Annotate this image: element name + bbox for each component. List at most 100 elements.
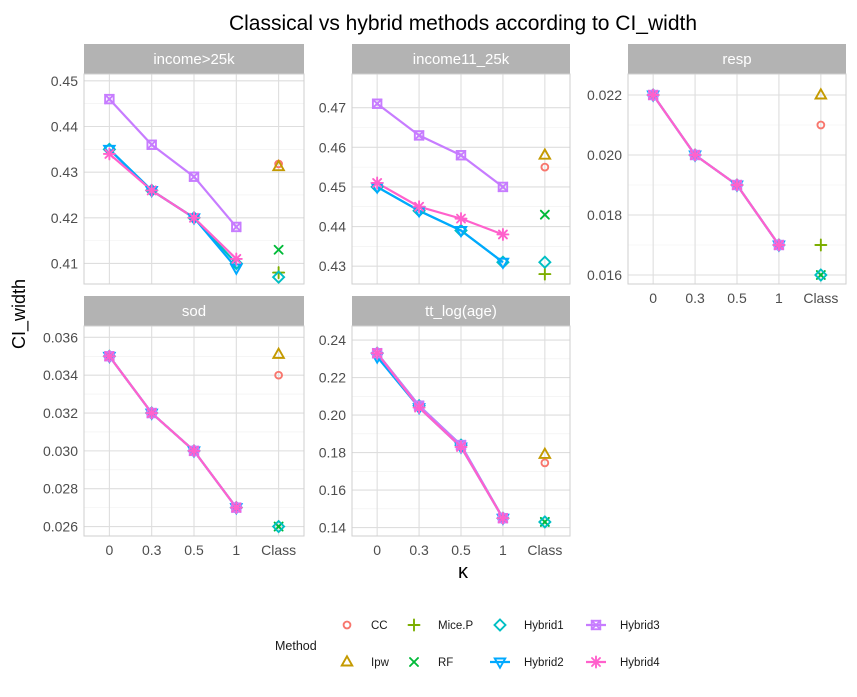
x-tick-label: 1 (232, 542, 240, 558)
legend-item-hybrid2: Hybrid2 (490, 657, 564, 670)
y-tick-label: 0.45 (319, 179, 346, 195)
data-point-hybrid4 (412, 200, 426, 214)
legend-key-mice-p (407, 618, 421, 632)
y-tick-label: 0.14 (319, 520, 346, 536)
data-point-rf (539, 209, 550, 220)
legend-key-hybrid1 (493, 618, 507, 632)
data-point-hybrid4 (772, 238, 786, 252)
y-tick-label: 0.44 (319, 219, 346, 235)
legend-key-cc (342, 620, 352, 630)
data-point-hybrid4 (454, 212, 468, 226)
series-line-hybrid4 (108, 355, 238, 509)
data-point-hybrid4 (102, 147, 116, 161)
legend-label: CC (371, 620, 388, 632)
data-point-hybrid1 (814, 268, 828, 282)
legend-item-hybrid1: Hybrid1 (493, 618, 564, 632)
data-point-hybrid4 (145, 183, 159, 197)
data-point-hybrid3 (371, 98, 383, 109)
series-line-hybrid4 (376, 182, 504, 236)
panel-border (83, 325, 305, 537)
y-tick-label: 0.020 (587, 147, 622, 163)
strip-income-25k (84, 44, 304, 74)
data-point-cc (540, 162, 550, 172)
series-line-hybrid2 (376, 185, 504, 264)
legend-key-rf (409, 657, 419, 667)
y-tick-label: 0.16 (319, 482, 346, 498)
data-point-hybrid2 (454, 226, 468, 239)
legend-item-hybrid3: Hybrid3 (586, 619, 660, 632)
data-point-hybrid1 (538, 255, 552, 270)
y-tick-label: 0.022 (587, 87, 622, 103)
strip-sod (84, 296, 304, 326)
y-tick-label: 0.42 (51, 210, 78, 226)
legend-label: Mice.P (438, 620, 473, 632)
x-tick-label: 0.5 (451, 542, 471, 558)
x-axis-label: κ (458, 561, 469, 583)
data-point-hybrid1 (271, 270, 286, 284)
data-point-hybrid3 (455, 150, 467, 161)
data-point-ipw (271, 346, 286, 359)
x-tick-label: Class (527, 542, 562, 558)
strip-resp (628, 44, 846, 74)
x-tick-label: 1 (775, 290, 783, 306)
data-point-hybrid4 (688, 148, 702, 162)
data-point-hybrid3 (413, 130, 425, 141)
series-line-hybrid2 (108, 148, 238, 269)
data-point-hybrid3 (188, 171, 200, 182)
legend-key-ipw (340, 654, 354, 667)
x-tick-label: 0.3 (142, 542, 162, 558)
panels-layer: income>25k0.410.420.430.440.45income11_2… (43, 44, 847, 558)
x-tick-label: 0.3 (685, 290, 705, 306)
y-tick-label: 0.034 (43, 367, 78, 383)
legend-item-cc: CC (342, 620, 388, 632)
data-point-hybrid2 (496, 257, 510, 270)
data-point-cc (816, 120, 826, 130)
y-tick-label: 0.016 (587, 267, 622, 283)
y-tick-label: 0.45 (51, 73, 78, 89)
y-tick-label: 0.032 (43, 405, 78, 421)
data-point-hybrid4 (646, 88, 660, 102)
data-point-mice-p (814, 238, 828, 252)
data-point-hybrid3 (104, 93, 115, 105)
series-line-hybrid2 (376, 356, 504, 519)
y-tick-label: 0.44 (51, 119, 78, 135)
data-point-ipw (271, 158, 286, 172)
legend-item-hybrid4: Hybrid4 (586, 655, 660, 669)
y-tick-label: 0.46 (319, 139, 346, 155)
gridlines (84, 326, 304, 536)
legend-key-hybrid2 (493, 657, 507, 670)
legend-key-hybrid3 (590, 619, 602, 631)
legend-item-ipw: Ipw (340, 654, 390, 669)
legend-title: Method (275, 639, 317, 653)
data-point-hybrid4 (229, 252, 243, 266)
panel-resp: resp 0.016 0.018 0.020 0.022 0 0.3 0.5 1 Class (587, 44, 847, 306)
series-line-hybrid4 (376, 352, 504, 519)
data-point-hybrid4 (496, 228, 510, 241)
y-tick-label: 0.036 (43, 329, 78, 345)
series-line-hybrid3 (108, 98, 238, 228)
panel-sod: sod 0.026 0.028 0.030 0.032 0.034 0.036 0 0.3 0.5… (43, 296, 305, 558)
legend-item-mice-p: Mice.P (407, 618, 473, 632)
x-tick-label: 1 (499, 542, 507, 558)
data-point-hybrid4 (454, 440, 468, 454)
strip-label: resp (722, 51, 751, 68)
data-point-hybrid4 (145, 406, 159, 420)
data-point-mice-p (538, 267, 552, 281)
x-tick-label: Class (803, 290, 838, 306)
y-tick-label: 0.028 (43, 481, 78, 497)
legend-key-hybrid4 (589, 655, 603, 669)
data-point-hybrid1 (271, 519, 286, 534)
y-tick-label: 0.18 (319, 445, 346, 461)
data-point-hybrid4 (412, 401, 426, 415)
panel-income11-25k: income11_25k 0.43 0.44 0.45 0.46 0.47 (319, 44, 571, 285)
strip-label: tt_log(age) (425, 303, 497, 320)
data-point-hybrid3 (146, 139, 157, 150)
data-point-hybrid4 (496, 511, 510, 525)
x-tick-label: 0 (373, 542, 381, 558)
series-line-hybrid4 (108, 153, 238, 260)
data-point-ipw (537, 446, 552, 459)
panel-border (627, 73, 847, 285)
data-point-hybrid4 (370, 346, 384, 360)
y-tick-label: 0.22 (319, 370, 346, 386)
